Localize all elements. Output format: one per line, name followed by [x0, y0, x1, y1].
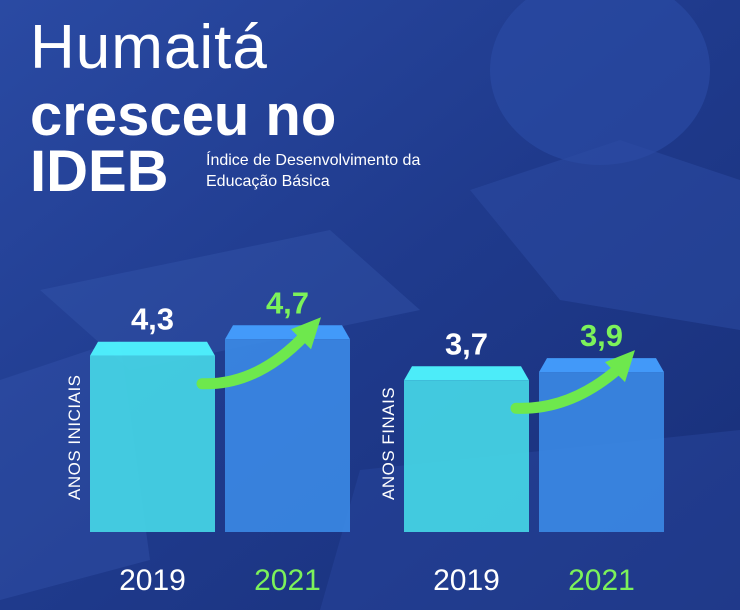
bar-cap-2021 — [225, 325, 350, 340]
value-label-2019: 4,3 — [131, 302, 174, 337]
title-line-3: IDEB — [30, 139, 169, 204]
growth-arrowhead-0 — [291, 317, 321, 350]
title-line-1: Humaitá — [30, 13, 268, 82]
value-label-2019: 3,7 — [445, 326, 488, 361]
bar-cap-2019 — [404, 366, 529, 381]
value-label-2021: 3,9 — [580, 318, 623, 353]
year-label-2021: 2021 — [254, 564, 321, 597]
year-label-2019: 2019 — [433, 564, 500, 597]
subtitle: Índice de Desenvolvimento da Educação Bá… — [206, 152, 421, 190]
bar-2021 — [539, 372, 664, 532]
bar-2021 — [225, 339, 350, 532]
year-label-2019: 2019 — [119, 564, 186, 597]
bar-2019 — [404, 380, 529, 532]
title-line-2: cresceu no — [30, 83, 337, 148]
growth-arrow-1 — [510, 362, 625, 414]
growth-arrowhead-1 — [605, 350, 635, 383]
group-label-1: ANOS FINAIS — [379, 387, 398, 500]
year-label-2021: 2021 — [568, 564, 635, 597]
growth-arrow-0 — [196, 329, 311, 390]
bar-cap-2019 — [90, 341, 215, 356]
bar-2019 — [90, 355, 215, 532]
group-label-0: ANOS INICIAIS — [65, 374, 84, 500]
value-label-2021: 4,7 — [266, 285, 309, 320]
bar-cap-2021 — [539, 358, 664, 373]
